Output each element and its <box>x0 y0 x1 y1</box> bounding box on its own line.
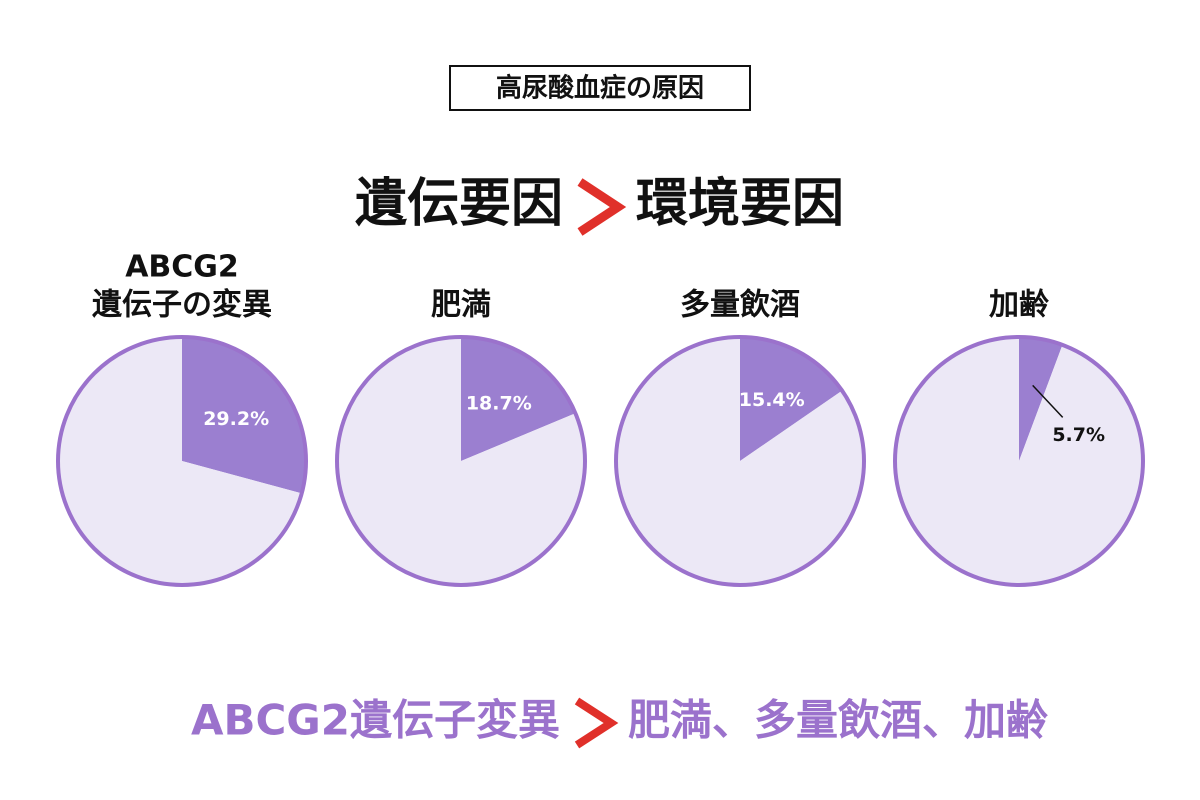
pie-slice <box>182 337 307 494</box>
pie-slice <box>337 337 585 586</box>
footer-right: 肥満、多量飲酒、加齢 <box>628 696 1048 745</box>
pie-slice <box>1019 337 1063 461</box>
greater-than-icon <box>574 697 619 749</box>
value-label: 29.2% <box>203 408 269 430</box>
headline-right: 環境要因 <box>636 174 844 234</box>
pie-border <box>893 335 1145 587</box>
pie-title: 肥満 <box>431 288 491 323</box>
pie-border <box>614 335 866 587</box>
pie-slice <box>616 337 865 585</box>
pie-title: 遺伝子の変異 <box>92 288 272 323</box>
title: 高尿酸血症の原因 <box>496 73 704 104</box>
footer-left: ABCG2遺伝子変異 <box>191 696 560 745</box>
pie-title: 加齢 <box>989 288 1049 323</box>
pie-slice <box>58 337 302 585</box>
value-label: 5.7% <box>1052 424 1105 446</box>
value-label: 15.4% <box>739 389 805 411</box>
pie-title: ABCG2 <box>125 250 239 285</box>
pie-slice <box>461 337 576 461</box>
greater-than-icon <box>577 178 627 236</box>
title-box <box>449 65 751 111</box>
leader-line <box>1032 384 1064 418</box>
value-label: 18.7% <box>466 393 532 415</box>
pie-slice <box>895 337 1143 585</box>
pie-border <box>335 335 587 587</box>
pie-border <box>56 335 308 587</box>
headline-left: 遺伝要因 <box>355 174 563 234</box>
pie-slice <box>740 337 843 461</box>
pie-title: 多量飲酒 <box>680 288 800 323</box>
